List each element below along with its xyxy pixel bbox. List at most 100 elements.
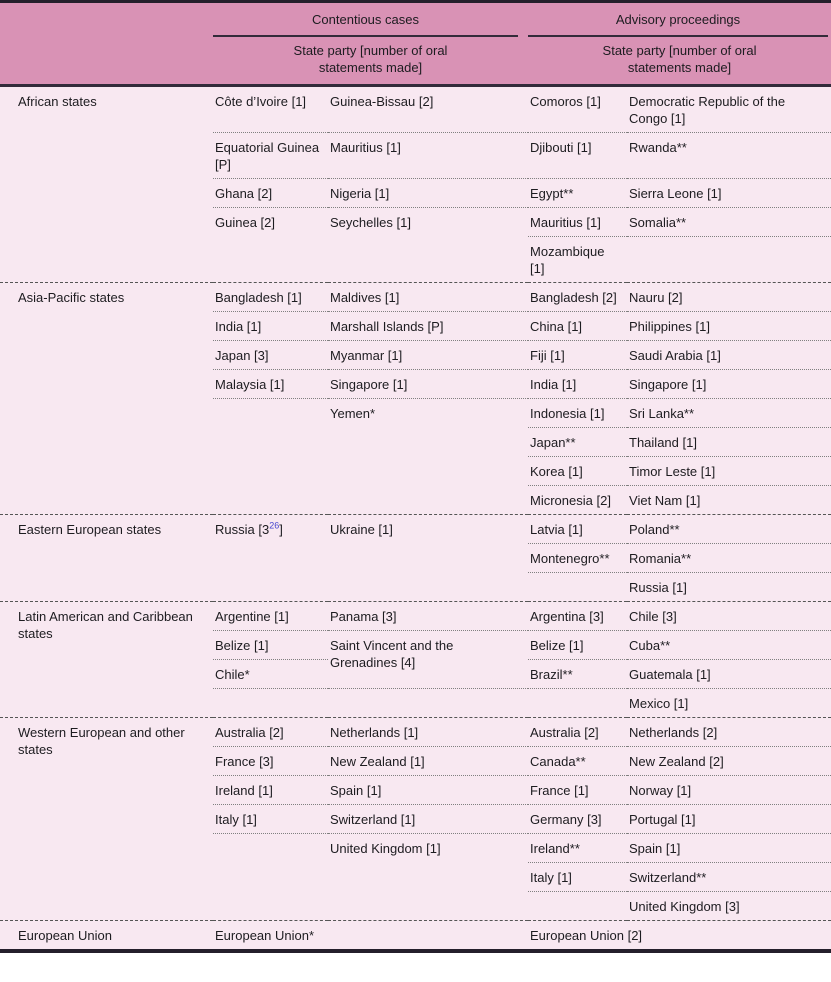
table-row: Asia-Pacific states Bangladesh [1] Maldive… [0,282,831,515]
state-cell: India [1] [528,369,628,399]
state-cell: Seychelles [1] [328,207,529,237]
state-cell: Egypt** [528,178,628,208]
state-cell: Italy [1] [213,804,328,834]
table-row: Equatorial Guinea [P] Mauritius [1] Djibou… [0,132,831,179]
footnote-ref-26[interactable]: 26 [269,520,280,531]
header-row-top: Contentious cases Advisory proceedings [0,3,831,37]
state-cell [328,456,529,486]
table-row: India [1] Marshall Islands [P] China [1] Ph… [0,311,831,341]
contentious-cases-label: Contentious cases [213,3,519,37]
state-cell [213,572,328,602]
state-cell: Côte d’Ivoire [1] [213,85,328,133]
table-row: Ghana [2] Nigeria [1] Egypt** Sierra Leone … [0,178,831,208]
state-cell: France [1] [528,775,628,805]
state-cell: Poland** [627,514,831,544]
state-cell: Saint Vincent and the Grenadines [4] [328,630,529,689]
state-cell: Japan [3] [213,340,328,370]
state-cell: European Union [2] [528,920,831,949]
table-row: France [3] New Zealand [1] Canada** New Zea… [0,746,831,776]
state-cell [328,485,529,515]
state-cell: Chile* [213,659,328,689]
state-cell: Viet Nam [1] [627,485,831,515]
state-cell: Malaysia [1] [213,369,328,399]
state-cell: Russia [326] [213,514,328,544]
region-label: European Union [0,920,213,949]
state-cell: Somalia** [627,207,831,237]
state-cell: Bangladesh [2] [528,282,628,312]
state-cell: Singapore [1] [627,369,831,399]
state-cell: Italy [1] [528,862,628,892]
state-cell: France [3] [213,746,328,776]
state-cell: Myanmar [1] [328,340,529,370]
state-cell: Saudi Arabia [1] [627,340,831,370]
state-cell [213,862,328,892]
state-cell: New Zealand [2] [627,746,831,776]
table-row: United Kingdom [1] Ireland** Spain [1] [0,833,831,863]
state-cell: Chile [3] [627,601,831,631]
state-cell [328,688,529,718]
state-cell: Belize [1] [528,630,628,660]
state-cell: Cuba** [627,630,831,660]
state-cell: Romania** [627,543,831,573]
state-cell [528,572,628,602]
table-row: Belize [1] Saint Vincent and the Grenadin… [0,630,831,689]
state-cell [328,891,529,921]
state-cell [213,891,328,921]
state-cell: Canada** [528,746,628,776]
advisory-proceedings-label: Advisory proceedings [528,3,829,37]
state-cell [328,236,529,283]
state-cell [627,236,831,283]
table-row: Chile* Brazil** Guatemala [1] [0,659,831,689]
table-row: Latin American and Caribbean states Argen… [0,601,831,718]
state-cell: Maldives [1] [328,282,529,312]
table-row: Italy [1] Switzerland [1] Germany [3] Portu… [0,804,831,834]
state-cell: Philippines [1] [627,311,831,341]
state-cell: Netherlands [2] [627,717,831,747]
table-row: Japan** Thailand [1] [0,427,831,457]
state-cell: Norway [1] [627,775,831,805]
state-cell [213,456,328,486]
state-cell: Nigeria [1] [328,178,529,208]
state-cell [213,485,328,515]
subheader-advisory: State party [number of oral statements m… [528,37,831,87]
oral-statements-table-frame: Contentious cases Advisory proceedings S… [0,0,831,953]
state-cell: Ireland** [528,833,628,863]
state-cell: Ghana [2] [213,178,328,208]
state-cell: Mexico [1] [627,688,831,718]
state-cell: Mauritius [1] [528,207,628,237]
state-cell [328,427,529,457]
state-cell: Timor Leste [1] [627,456,831,486]
region-label: Latin American and Caribbean states [0,601,213,718]
state-cell: Equatorial Guinea [P] [213,132,328,179]
header-advisory-proceedings: Advisory proceedings [528,3,831,37]
state-cell: Mozambique [1] [528,236,628,283]
table-row: Mozambique [1] [0,236,831,283]
state-cell: Yemen* [328,398,529,428]
table-row: Mexico [1] [0,688,831,718]
state-cell: Mauritius [1] [328,132,529,179]
state-cell [528,688,628,718]
state-cell: Ukraine [1] [328,514,529,544]
state-cell: Fiji [1] [528,340,628,370]
state-cell: Latvia [1] [528,514,628,544]
state-cell [213,688,328,718]
table-row: European Union European Union* European Un… [0,920,831,949]
table-row: Korea [1] Timor Leste [1] [0,456,831,486]
state-cell: Panama [3] [328,601,529,631]
table-row: Malaysia [1] Singapore [1] India [1] Singap… [0,369,831,399]
table-row: Guinea [2] Seychelles [1] Mauritius [1] Som… [0,207,831,237]
state-cell: Comoros [1] [528,85,628,133]
state-cell: Djibouti [1] [528,132,628,179]
region-label: Western European and other states [0,717,213,921]
state-cell: China [1] [528,311,628,341]
state-cell: Belize [1] [213,630,328,660]
table-row: Yemen* Indonesia [1] Sri Lanka** [0,398,831,428]
state-cell [213,398,328,428]
table-row: Italy [1] Switzerland** [0,862,831,892]
state-cell [213,427,328,457]
state-cell: Korea [1] [528,456,628,486]
state-party-label-contentious: State party [number of oral statements m… [293,43,448,75]
state-cell: Switzerland** [627,862,831,892]
state-cell: Argentina [3] [528,601,628,631]
state-cell: United Kingdom [1] [328,833,529,863]
